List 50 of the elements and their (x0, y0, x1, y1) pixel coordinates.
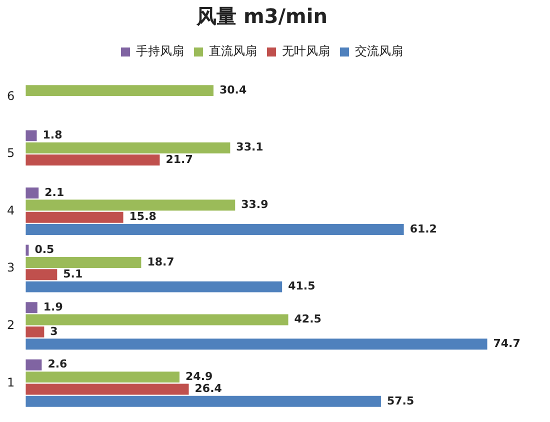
data-label: 21.7 (166, 152, 193, 166)
legend-label: 直流风扇 (209, 44, 257, 58)
bar (26, 200, 236, 211)
y-tick-label: 4 (6, 203, 15, 218)
chart-title: 风量 m3/min (196, 4, 328, 28)
data-label: 2.1 (44, 186, 64, 199)
data-label: 74.7 (493, 336, 520, 350)
data-label: 24.9 (186, 370, 213, 383)
bar (26, 384, 189, 395)
bar (26, 154, 160, 166)
data-label: 0.5 (34, 243, 54, 256)
bar (26, 326, 44, 338)
y-tick-label: 6 (6, 88, 15, 103)
bar (26, 85, 214, 96)
data-label: 1.8 (42, 128, 62, 142)
legend-label: 无叶风扇 (282, 44, 330, 58)
legend-label: 交流风扇 (355, 44, 403, 58)
bar (26, 142, 230, 154)
data-label: 26.4 (194, 382, 222, 396)
bar (26, 281, 282, 292)
data-label: 41.5 (288, 280, 316, 293)
data-label: 61.2 (410, 222, 437, 236)
bar (26, 212, 124, 223)
data-label: 2.6 (48, 358, 68, 371)
bar (26, 359, 42, 370)
data-label: 5.1 (63, 267, 83, 280)
data-label: 3 (50, 324, 58, 338)
bar (26, 396, 381, 407)
y-tick-label: 2 (6, 318, 15, 332)
bar (26, 314, 288, 326)
data-label: 33.9 (241, 198, 268, 212)
y-tick-label: 5 (6, 146, 15, 160)
bar (26, 302, 38, 314)
data-label: 1.9 (43, 300, 63, 314)
data-label: 18.7 (147, 255, 174, 268)
data-label: 15.8 (129, 210, 156, 224)
bar (26, 224, 404, 235)
y-tick-label: 1 (6, 375, 15, 390)
y-tick-label: 3 (6, 260, 15, 275)
data-label: 33.1 (236, 140, 264, 154)
bar (26, 372, 180, 383)
data-label: 30.4 (219, 83, 247, 96)
data-label: 42.5 (294, 312, 322, 326)
bar (26, 130, 37, 142)
bar (26, 188, 39, 198)
bar (26, 269, 58, 280)
legend-label: 手持风扇 (136, 44, 184, 58)
bar (26, 338, 488, 350)
bar (26, 256, 142, 268)
data-label: 57.5 (386, 394, 414, 408)
